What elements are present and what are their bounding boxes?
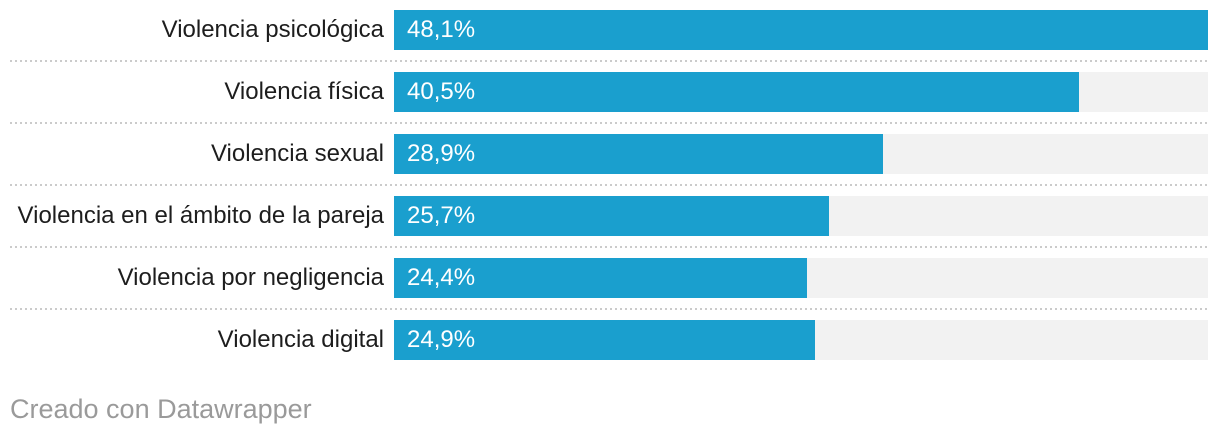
bar-track: 25,7% <box>394 196 1208 236</box>
category-label: Violencia digital <box>217 326 384 353</box>
bar-track: 28,9% <box>394 134 1208 174</box>
value-label: 48,1% <box>407 16 476 43</box>
value-label: 28,9% <box>407 140 476 167</box>
bar: 24,4% <box>394 258 807 298</box>
datawrapper-credit-link[interactable]: Creado con Datawrapper <box>10 394 312 424</box>
bar: 24,9% <box>394 320 816 360</box>
value-label: 25,7% <box>407 202 476 229</box>
bar-track: 48,1% <box>394 10 1208 50</box>
row-separator <box>0 112 1220 134</box>
chart-row: Violencia digital 24,9% <box>0 320 1220 360</box>
dotted-line <box>10 184 1208 186</box>
chart-row: Violencia por negligencia 24,4% <box>0 258 1220 298</box>
row-separator <box>0 174 1220 196</box>
chart-footer: Creado con Datawrapper <box>10 394 312 425</box>
chart-row: Violencia sexual 28,9% <box>0 134 1220 174</box>
dotted-line <box>10 308 1208 310</box>
value-label: 24,9% <box>407 326 476 353</box>
dotted-line <box>10 246 1208 248</box>
bar: 48,1% <box>394 10 1208 50</box>
bar: 40,5% <box>394 72 1080 112</box>
bar-chart: Violencia psicológica 48,1% Violencia físi… <box>0 10 1220 360</box>
chart-rows: Violencia psicológica 48,1% Violencia físi… <box>0 10 1220 360</box>
category-label: Violencia en el ámbito de la pareja <box>17 202 384 229</box>
bar: 28,9% <box>394 134 884 174</box>
dotted-line <box>10 122 1208 124</box>
bar-track: 24,9% <box>394 320 1208 360</box>
bar-track: 40,5% <box>394 72 1208 112</box>
row-separator <box>0 298 1220 320</box>
category-label: Violencia por negligencia <box>117 264 384 291</box>
dotted-line <box>10 60 1208 62</box>
row-separator <box>0 50 1220 72</box>
chart-row: Violencia psicológica 48,1% <box>0 10 1220 50</box>
category-label: Violencia psicológica <box>161 16 384 43</box>
category-label: Violencia sexual <box>210 140 384 167</box>
value-label: 40,5% <box>407 78 476 105</box>
category-label: Violencia física <box>224 78 384 105</box>
bar-track: 24,4% <box>394 258 1208 298</box>
bar: 25,7% <box>394 196 829 236</box>
value-label: 24,4% <box>407 264 476 291</box>
row-separator <box>0 236 1220 258</box>
chart-row: Violencia en el ámbito de la pareja 25,7% <box>0 196 1220 236</box>
chart-row: Violencia física 40,5% <box>0 72 1220 112</box>
